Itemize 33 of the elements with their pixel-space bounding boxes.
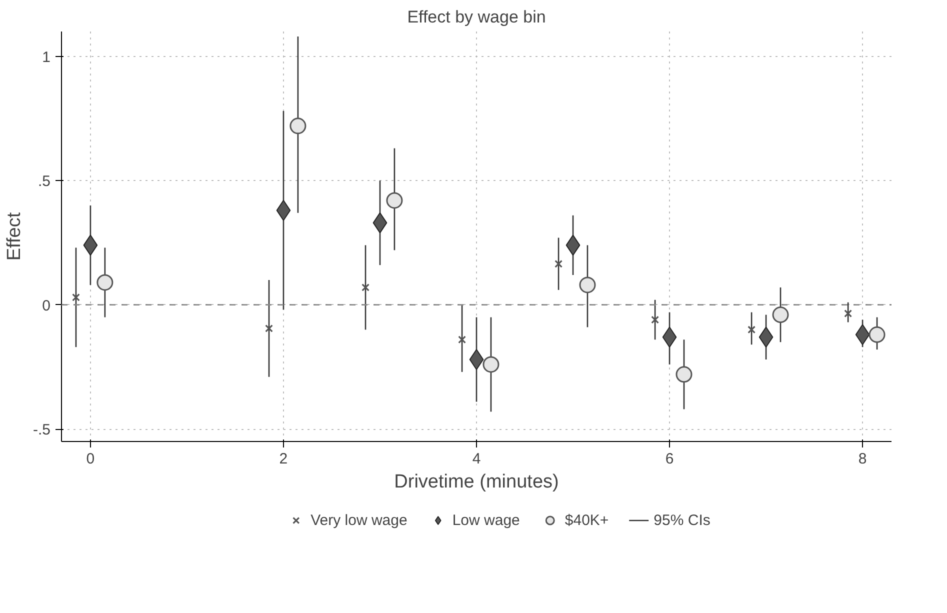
legend-label: Very low wage [310, 512, 408, 528]
y-tick-label: -.5 [32, 422, 51, 439]
point [290, 118, 306, 134]
point [651, 316, 660, 324]
point [844, 310, 852, 318]
legend-label: Low wage [452, 512, 520, 528]
point [72, 293, 80, 302]
point [772, 306, 789, 324]
point [579, 276, 596, 294]
point [458, 336, 466, 344]
legend-label: $40K+ [564, 512, 609, 528]
point [362, 283, 370, 292]
point [96, 274, 114, 291]
x-tick-label: 2 [279, 450, 288, 468]
text: 95% CIs [654, 512, 710, 528]
point [676, 366, 692, 383]
y-tick-label: 0 [42, 297, 50, 314]
point [386, 192, 403, 209]
point [469, 349, 484, 370]
x-tick-label: 6 [665, 450, 674, 468]
x-tick-label: 8 [858, 450, 867, 468]
point [482, 356, 500, 373]
x-tick-label: 4 [472, 450, 481, 468]
x-tick-label: 0 [86, 450, 95, 468]
point [748, 326, 756, 334]
y-axis-title: Effect [4, 212, 25, 261]
chart-title: Effect by wage bin [407, 8, 546, 26]
x-axis-title: Drivetime (minutes) [394, 472, 559, 492]
y-tick-label: .5 [38, 173, 51, 190]
point [868, 326, 886, 343]
point [265, 324, 273, 332]
y-tick-label: 1 [42, 48, 50, 66]
point [554, 260, 563, 268]
